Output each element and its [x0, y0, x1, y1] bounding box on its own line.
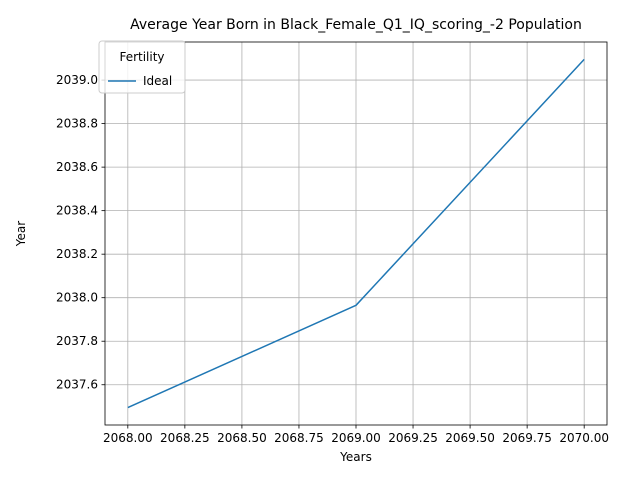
x-axis-label: Years [339, 450, 372, 464]
y-axis-ticks: 2037.6 2037.8 2038.0 2038.2 2038.4 2038.6 2038… [56, 73, 105, 392]
x-tick-label: 2068.75 [274, 431, 324, 445]
x-tick-label: 2069.25 [388, 431, 438, 445]
y-tick-label: 2038.0 [56, 291, 98, 305]
legend: Fertility Ideal [98, 40, 186, 94]
x-tick-label: 2068.25 [160, 431, 210, 445]
x-tick-label: 2070.00 [559, 431, 609, 445]
x-tick-label: 2068.00 [103, 431, 153, 445]
x-tick-label: 2069.75 [502, 431, 552, 445]
y-tick-label: 2037.6 [56, 378, 98, 392]
x-tick-label: 2068.50 [217, 431, 267, 445]
x-tick-label: 2069.00 [331, 431, 381, 445]
legend-entry-label: Ideal [143, 74, 172, 88]
grid [105, 42, 607, 425]
y-tick-label: 2038.8 [56, 117, 98, 131]
y-tick-label: 2037.8 [56, 334, 98, 348]
x-axis-ticks: 2068.00 2068.25 2068.50 2068.75 2069.00 2069.… [103, 425, 609, 445]
y-tick-label: 2038.4 [56, 204, 98, 218]
legend-title: Fertility [119, 50, 164, 64]
legend-box [98, 40, 186, 94]
y-tick-label: 2039.0 [56, 73, 98, 87]
chart-title: Average Year Born in Black_Female_Q1_IQ_… [130, 17, 582, 33]
series-line [127, 58, 585, 409]
y-tick-label: 2038.2 [56, 247, 98, 261]
y-axis-label: Year [14, 221, 28, 247]
y-tick-label: 2038.6 [56, 160, 98, 174]
series-layer [127, 58, 585, 409]
x-tick-label: 2069.50 [445, 431, 495, 445]
